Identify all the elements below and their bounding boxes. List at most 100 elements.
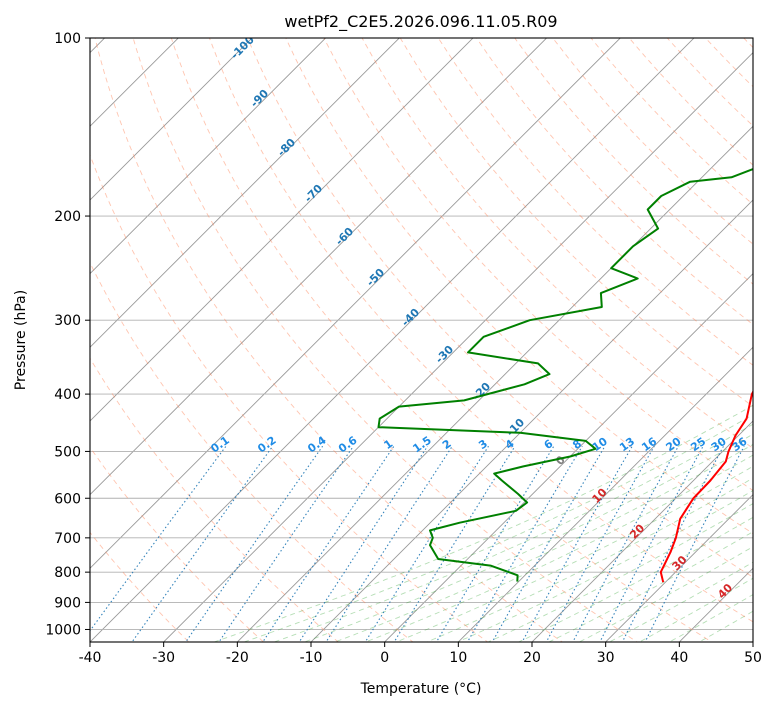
y-tick-label: 100 bbox=[54, 31, 81, 47]
mixing-ratio-line bbox=[131, 445, 274, 642]
x-tick-label: -30 bbox=[152, 650, 175, 666]
mixing-ratio-label: 0.2 bbox=[255, 434, 278, 456]
y-axis-ticks: 100 200 300 400 500 600 700 800 900 1000 bbox=[45, 31, 90, 638]
dry-adiabat-line bbox=[514, 38, 753, 285]
x-tick-label: -20 bbox=[226, 650, 249, 666]
moist-adiabat-label: -20 bbox=[470, 380, 493, 403]
dry-adiabat-line bbox=[628, 38, 753, 166]
mixing-ratio-label: 3 bbox=[476, 437, 490, 452]
chart-title: wetPf2_C2E5.2026.096.11.05.R09 bbox=[284, 12, 557, 32]
moist-adiabat-line bbox=[547, 531, 753, 642]
moist-adiabat-label: -70 bbox=[302, 182, 325, 205]
isotherm-lines bbox=[90, 38, 753, 642]
moist-adiabat-line bbox=[487, 503, 753, 642]
x-tick-label: 20 bbox=[523, 650, 541, 666]
moist-adiabat-label: -40 bbox=[399, 306, 422, 329]
mixing-ratio-line bbox=[364, 445, 489, 642]
mixing-ratio-line bbox=[262, 445, 395, 642]
moist-adiabat-line bbox=[395, 465, 753, 642]
moist-adiabat-label: -100 bbox=[228, 33, 257, 62]
moist-adiabat-label: -50 bbox=[364, 266, 387, 289]
x-tick-label: 0 bbox=[380, 650, 389, 666]
mixing-ratio-line bbox=[599, 445, 704, 642]
y-tick-label: 300 bbox=[54, 313, 81, 329]
mixing-ratio-line bbox=[545, 445, 655, 642]
dry-adiabat-line bbox=[132, 38, 638, 642]
y-axis-label: Pressure (hPa) bbox=[13, 290, 29, 390]
isotherm-line bbox=[383, 272, 753, 642]
isobar-gridlines bbox=[90, 38, 753, 630]
moist-adiabat-line bbox=[608, 561, 753, 642]
mixing-ratio-label: 4 bbox=[503, 437, 517, 452]
dry-adiabat-line bbox=[552, 38, 753, 245]
mixing-ratio-label: 1 bbox=[382, 437, 396, 452]
isotherm-line bbox=[90, 38, 253, 201]
moist-adiabat-line bbox=[333, 443, 753, 642]
isotherm-line bbox=[752, 641, 753, 642]
y-tick-label: 800 bbox=[54, 565, 81, 581]
mixing-ratio-line bbox=[572, 445, 679, 642]
mixing-ratio-line bbox=[298, 445, 429, 642]
mixing-ratio-line bbox=[621, 445, 724, 642]
dry-adiabat-line bbox=[361, 38, 753, 449]
mixing-ratio-lines bbox=[90, 445, 745, 642]
dry-adiabat-line bbox=[90, 357, 339, 642]
moist-adiabat-line bbox=[212, 404, 753, 642]
mixing-ratio-line bbox=[325, 445, 453, 642]
isotherm-line bbox=[90, 38, 327, 275]
mixing-ratio-line bbox=[644, 445, 745, 642]
mixing-ratio-line bbox=[90, 445, 227, 632]
dry-adiabat-line bbox=[90, 261, 414, 642]
isotherm-line bbox=[310, 199, 753, 642]
mixing-ratio-label: 2 bbox=[440, 437, 454, 452]
moist-adiabat-line bbox=[242, 414, 753, 642]
moist-adiabat-line bbox=[698, 610, 753, 642]
dry-adiabat-line bbox=[90, 446, 265, 642]
moist-adiabat-line bbox=[425, 477, 753, 642]
background-lines bbox=[90, 38, 753, 642]
isotherm-line bbox=[604, 493, 753, 642]
x-axis-label: Temperature (°C) bbox=[360, 681, 482, 697]
mixing-ratio-line bbox=[466, 445, 583, 642]
dry-adiabat-lines bbox=[90, 38, 753, 642]
mixing-ratio-line bbox=[218, 445, 354, 642]
mixing-ratio-line bbox=[393, 445, 516, 642]
mixing-ratio-label: 1.5 bbox=[410, 434, 433, 456]
dry-adiabat-line bbox=[285, 38, 753, 535]
dry-adiabat-line bbox=[94, 38, 564, 642]
temperature-profile-line bbox=[659, 389, 753, 583]
y-tick-label: 700 bbox=[54, 531, 81, 547]
isotherm-line bbox=[90, 38, 400, 348]
mixing-ratio-line bbox=[435, 445, 555, 642]
mixing-ratio-label: 0.6 bbox=[336, 433, 360, 455]
x-tick-label: -10 bbox=[300, 650, 323, 666]
moist-adiabat-line bbox=[578, 546, 753, 642]
dry-adiabat-label: 40 bbox=[715, 581, 735, 601]
mixing-ratio-label: 6 bbox=[542, 437, 556, 452]
y-tick-label: 1000 bbox=[45, 622, 81, 638]
moist-adiabat-line bbox=[272, 423, 753, 642]
mixing-ratio-line bbox=[521, 445, 633, 642]
dry-adiabat-line bbox=[323, 38, 753, 492]
x-tick-label: 50 bbox=[744, 650, 762, 666]
dry-adiabat-line bbox=[208, 38, 753, 623]
isotherm-line bbox=[236, 125, 753, 642]
moist-adiabat-label: -30 bbox=[433, 343, 456, 366]
y-tick-label: 900 bbox=[54, 595, 81, 611]
isotherm-line bbox=[162, 51, 753, 642]
moist-adiabat-line bbox=[638, 577, 753, 642]
dry-adiabat-line bbox=[437, 38, 753, 366]
moist-adiabat-label: -60 bbox=[333, 225, 356, 248]
moist-adiabat-label: -80 bbox=[275, 136, 298, 159]
moist-adiabat-line bbox=[303, 433, 753, 642]
moist-adiabat-line bbox=[456, 489, 753, 642]
y-tick-label: 200 bbox=[54, 209, 81, 225]
isotherm-line bbox=[457, 346, 753, 642]
moist-adiabat-label: -10 bbox=[504, 416, 527, 439]
dry-adiabat-line bbox=[704, 38, 753, 88]
dry-adiabat-line bbox=[247, 38, 753, 578]
x-axis-ticks: -40 -30 -20 -10 0 10 20 30 40 50 bbox=[79, 642, 762, 666]
dry-adiabat-line bbox=[399, 38, 753, 407]
x-tick-label: 30 bbox=[597, 650, 615, 666]
